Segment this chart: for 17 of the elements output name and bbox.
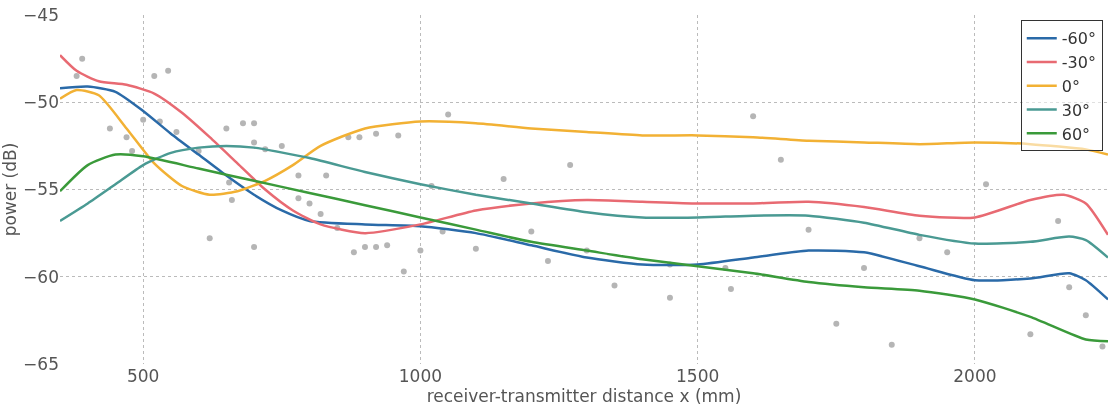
legend-label: 60° (1061, 124, 1091, 144)
legend-label: 30° (1061, 100, 1091, 120)
y-axis-title: power (dB) (0, 142, 20, 237)
y-tick-label: −60 (23, 266, 59, 287)
y-tick-label: −50 (23, 92, 59, 113)
y-tick-label: −55 (23, 179, 59, 200)
legend-label: -30° (1061, 53, 1096, 73)
y-tick-label: −45 (23, 4, 59, 25)
legend-label: 0° (1061, 76, 1080, 96)
line-series (60, 53, 1108, 237)
x-tick-label: 500 (126, 366, 160, 386)
y-tick-label: −65 (23, 353, 59, 374)
x-tick-label: 1500 (676, 366, 720, 386)
legend-label: -60° (1061, 29, 1096, 49)
x-axis-title: receiver-transmitter distance x (mm) (426, 386, 742, 406)
x-tick-label: 1000 (398, 366, 443, 386)
x-tick-label: 2000 (953, 366, 997, 386)
